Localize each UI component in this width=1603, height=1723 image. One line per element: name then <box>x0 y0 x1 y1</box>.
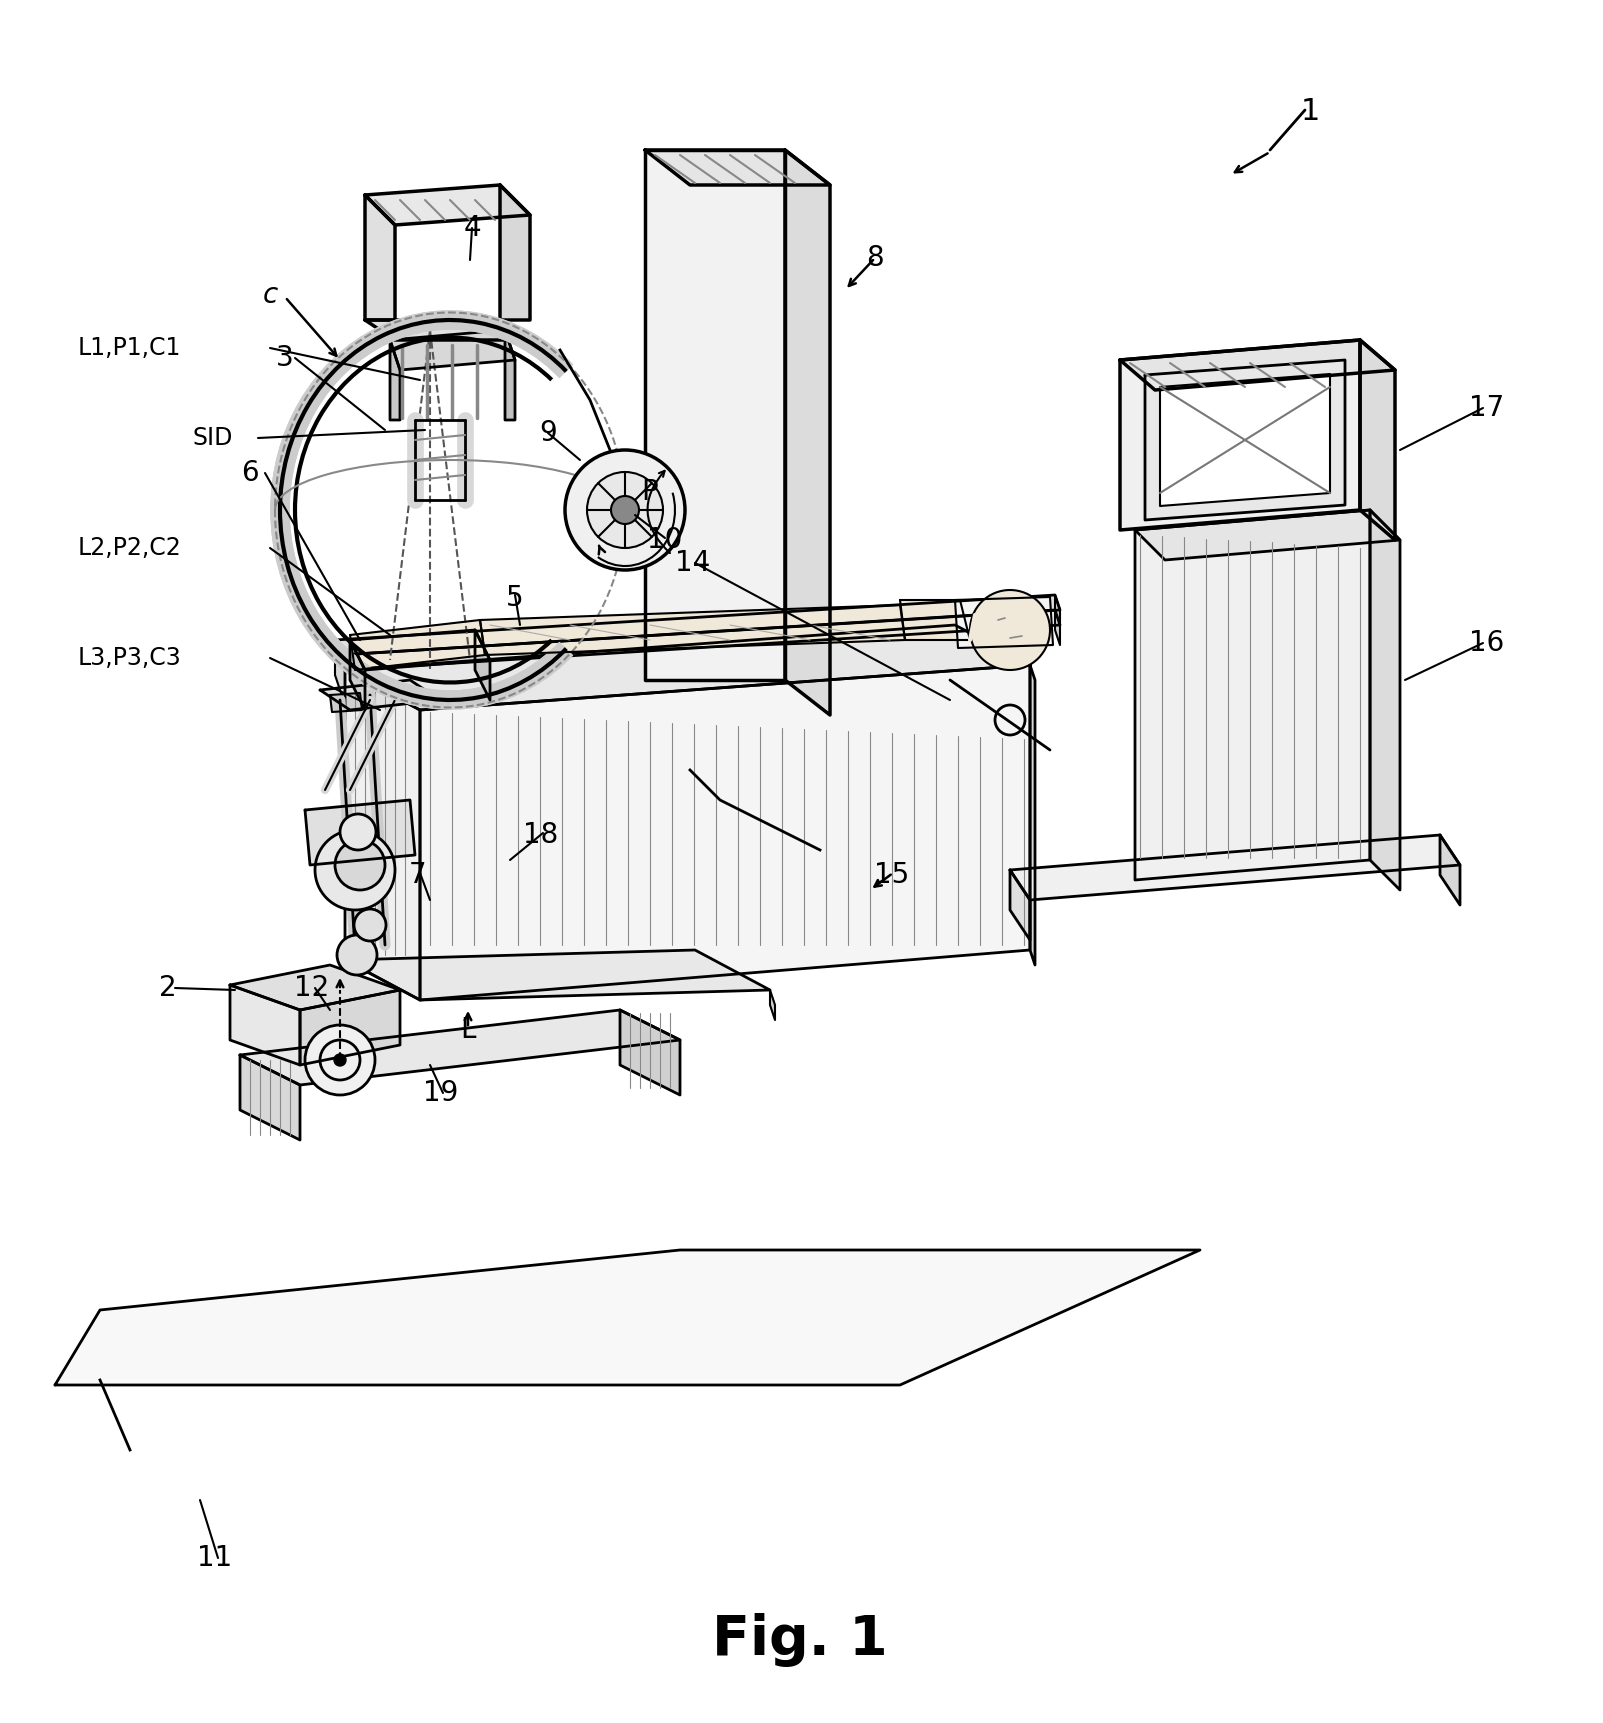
Polygon shape <box>365 320 531 339</box>
Text: L: L <box>460 1017 476 1044</box>
Polygon shape <box>335 594 1060 655</box>
Polygon shape <box>620 1010 680 1096</box>
Polygon shape <box>240 1054 300 1141</box>
Text: 16: 16 <box>1470 629 1505 656</box>
Polygon shape <box>340 610 1060 670</box>
Text: P: P <box>641 477 659 507</box>
Circle shape <box>970 589 1050 670</box>
Text: 17: 17 <box>1470 395 1505 422</box>
Text: 5: 5 <box>507 584 524 612</box>
Polygon shape <box>1161 374 1330 507</box>
Polygon shape <box>644 150 830 184</box>
Polygon shape <box>420 665 1031 999</box>
Circle shape <box>587 472 664 548</box>
Polygon shape <box>1439 836 1460 905</box>
Polygon shape <box>479 605 906 655</box>
Polygon shape <box>1010 836 1460 899</box>
Polygon shape <box>390 339 401 420</box>
Text: L3,P3,C3: L3,P3,C3 <box>79 646 181 670</box>
Circle shape <box>611 496 640 524</box>
Polygon shape <box>1359 339 1395 539</box>
Polygon shape <box>1031 665 1036 965</box>
Polygon shape <box>1145 360 1345 520</box>
Polygon shape <box>305 799 415 865</box>
Polygon shape <box>330 693 362 712</box>
Polygon shape <box>349 620 486 670</box>
Polygon shape <box>321 681 439 710</box>
Text: 1: 1 <box>1300 98 1319 126</box>
Text: 8: 8 <box>866 245 883 272</box>
Text: 9: 9 <box>539 419 556 446</box>
Text: 7: 7 <box>409 862 426 889</box>
Text: L1,P1,C1: L1,P1,C1 <box>79 336 181 360</box>
Text: c: c <box>263 281 277 308</box>
Polygon shape <box>345 670 420 999</box>
Polygon shape <box>1371 510 1399 891</box>
Polygon shape <box>1055 594 1060 644</box>
Polygon shape <box>349 639 365 710</box>
Circle shape <box>333 1054 346 1067</box>
Text: 19: 19 <box>423 1079 458 1106</box>
Text: L2,P2,C2: L2,P2,C2 <box>79 536 181 560</box>
Polygon shape <box>955 596 1053 648</box>
Circle shape <box>564 450 684 570</box>
Polygon shape <box>229 965 401 1010</box>
Text: 11: 11 <box>197 1544 232 1571</box>
Polygon shape <box>365 195 394 320</box>
Text: 18: 18 <box>523 820 558 849</box>
Polygon shape <box>55 1249 1201 1385</box>
Polygon shape <box>1135 510 1371 880</box>
Polygon shape <box>500 184 531 320</box>
Circle shape <box>354 910 386 941</box>
Polygon shape <box>335 639 345 705</box>
Text: SID: SID <box>192 426 234 450</box>
Polygon shape <box>769 991 774 1020</box>
Polygon shape <box>1120 339 1395 389</box>
Polygon shape <box>644 150 785 681</box>
Polygon shape <box>345 949 769 999</box>
Polygon shape <box>390 331 515 370</box>
Circle shape <box>316 830 394 910</box>
Polygon shape <box>899 600 970 639</box>
Text: 6: 6 <box>240 458 258 488</box>
Polygon shape <box>365 184 531 226</box>
Circle shape <box>305 1025 375 1096</box>
Circle shape <box>340 813 377 849</box>
Text: 12: 12 <box>295 973 330 1003</box>
Text: 3: 3 <box>276 345 293 372</box>
Text: 15: 15 <box>874 862 909 889</box>
Polygon shape <box>505 331 515 420</box>
Circle shape <box>337 936 377 975</box>
Polygon shape <box>785 150 830 715</box>
Polygon shape <box>345 625 1031 710</box>
Polygon shape <box>300 991 401 1065</box>
Text: 10: 10 <box>648 526 683 555</box>
Polygon shape <box>1135 510 1399 560</box>
Text: Fig. 1: Fig. 1 <box>712 1613 888 1666</box>
Polygon shape <box>240 1010 680 1085</box>
Circle shape <box>335 841 385 891</box>
Text: 4: 4 <box>463 214 481 241</box>
Polygon shape <box>1120 339 1359 531</box>
Polygon shape <box>474 631 491 700</box>
Polygon shape <box>1010 870 1031 941</box>
Text: 14: 14 <box>675 550 710 577</box>
Polygon shape <box>349 631 491 670</box>
Text: 2: 2 <box>159 973 176 1003</box>
Polygon shape <box>229 986 300 1065</box>
